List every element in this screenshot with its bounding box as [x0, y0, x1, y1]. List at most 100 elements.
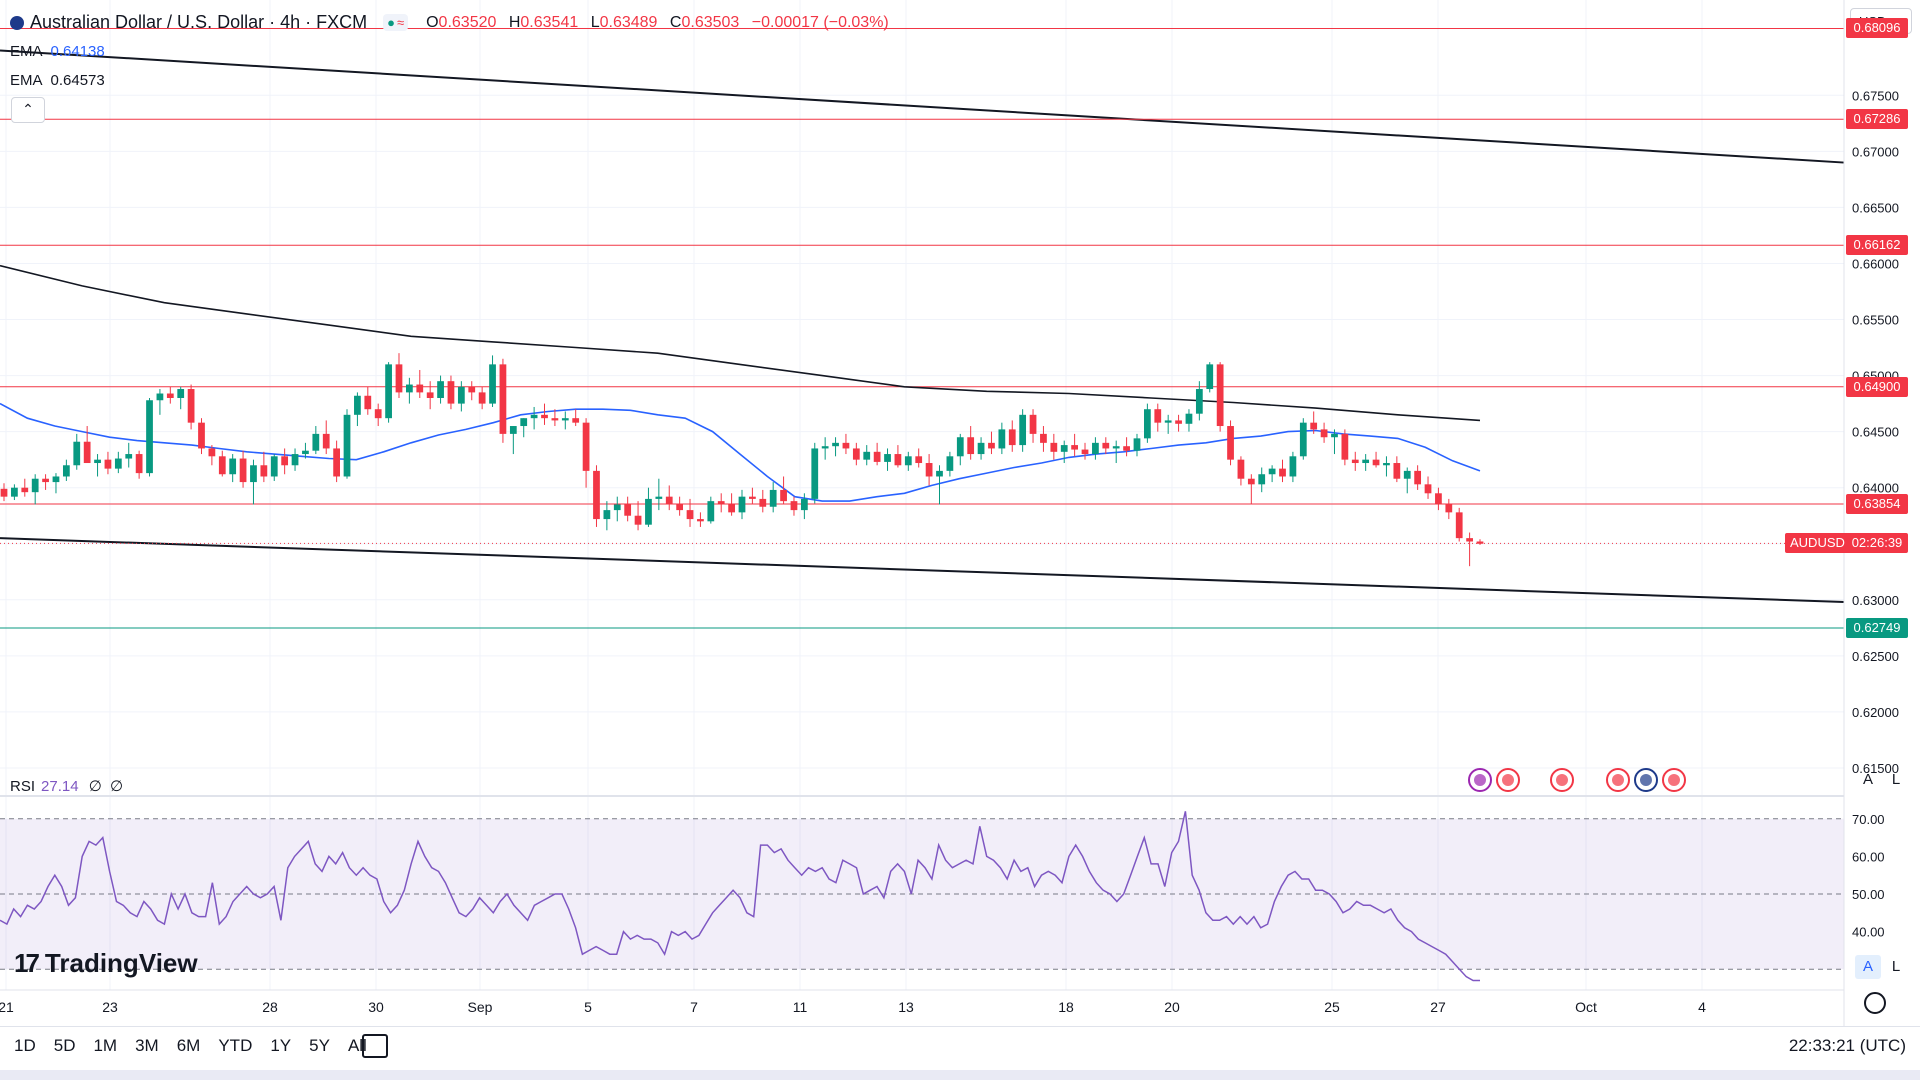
rsi-legend[interactable]: RSI 27.14 ∅ ∅ — [10, 778, 124, 795]
candle-body — [811, 448, 819, 499]
candle-body — [1424, 484, 1432, 494]
utc-clock[interactable]: 22:33:21 (UTC) — [1788, 1036, 1906, 1055]
candle-body — [166, 393, 174, 398]
horizontal-levels — [0, 27, 1844, 629]
candle-body — [946, 456, 954, 471]
event-icons[interactable] — [1468, 768, 1686, 792]
event-flag-icon — [1550, 768, 1574, 792]
auto-scale-button[interactable]: A — [1862, 771, 1873, 788]
ema-legend-2[interactable]: EMA 0.64573 — [10, 72, 105, 89]
candle-body — [302, 450, 309, 455]
tradingview-logo[interactable]: 17 TradingView — [14, 948, 198, 978]
candle-body — [62, 465, 70, 477]
candle-body — [582, 422, 590, 471]
rsi-tick-label: 40.00 — [1852, 925, 1885, 940]
candle-body — [1455, 512, 1463, 539]
time-tick-label: 23 — [102, 999, 118, 1015]
candle-body — [977, 442, 985, 455]
candle-body — [551, 418, 559, 421]
candle-body — [291, 454, 299, 466]
collapse-legend-button[interactable]: ⌃ — [11, 97, 45, 123]
candle-body — [769, 489, 777, 507]
status-pill[interactable]: ● ≈ — [383, 14, 409, 31]
candle-body — [988, 442, 995, 449]
ema-slow-line — [0, 264, 1481, 422]
range-button-5d[interactable]: 5D — [53, 1036, 76, 1055]
candle-body — [665, 496, 673, 505]
range-button-5y[interactable]: 5Y — [309, 1036, 330, 1055]
time-tick-label: 5 — [584, 999, 592, 1015]
ohlc-values: O0.63520 H0.63541 L0.63489 C0.63503 −0.0… — [426, 13, 889, 31]
rsi-tick-label: 50.00 — [1852, 887, 1885, 902]
candle-body — [676, 504, 684, 511]
axis-labels: 0.675000.670000.665000.660000.655000.650… — [0, 88, 1899, 1015]
range-button-6m[interactable]: 6M — [176, 1036, 201, 1055]
candle-body — [717, 501, 725, 505]
candle-body — [156, 393, 164, 401]
candle-body — [1112, 446, 1120, 449]
time-tick-label: 7 — [690, 999, 698, 1015]
trend-channel — [0, 49, 1845, 604]
candle-body — [11, 487, 18, 497]
calendar-icon[interactable] — [362, 1034, 388, 1058]
candle-body — [1133, 438, 1141, 451]
range-button-3m[interactable]: 3M — [135, 1036, 159, 1055]
chart-canvas[interactable]: 0.675000.670000.665000.660000.655000.650… — [0, 0, 1920, 1026]
candle-body — [1414, 470, 1422, 485]
current-price-countdown: 02:26:39 — [1846, 533, 1908, 554]
candle-body — [1299, 422, 1307, 457]
candle-body — [925, 463, 933, 477]
candle-body — [1206, 364, 1214, 390]
range-button-ytd[interactable]: YTD — [218, 1036, 253, 1055]
candle-body — [343, 414, 351, 477]
range-button-1y[interactable]: 1Y — [270, 1036, 292, 1055]
candle-body — [104, 459, 112, 469]
candle-body — [499, 364, 507, 434]
price-tick-label: 0.67500 — [1852, 88, 1899, 103]
candle-body — [416, 384, 424, 393]
candle-body — [374, 409, 382, 419]
candle-body — [1247, 478, 1255, 485]
candle-body — [1092, 442, 1099, 455]
candle-body — [749, 496, 756, 499]
candle-body — [1403, 470, 1411, 479]
candle-body — [738, 496, 746, 513]
price-tick-label: 0.62000 — [1852, 705, 1899, 720]
candle-body — [697, 519, 704, 522]
event-flag-icon — [1468, 768, 1492, 792]
candle-body — [21, 487, 29, 493]
candle-body — [354, 395, 361, 415]
rsi-log-scale-button[interactable]: L — [1891, 958, 1901, 975]
candle-body — [1351, 459, 1359, 464]
candle-body — [1372, 459, 1380, 466]
range-button-1m[interactable]: 1M — [93, 1036, 118, 1055]
candle-body — [1466, 538, 1473, 542]
event-flag-icon — [1662, 768, 1686, 792]
log-scale-button[interactable]: L — [1891, 771, 1901, 788]
candle-body — [1019, 414, 1027, 446]
symbol-tag: AUDUSD — [1785, 533, 1850, 554]
candle-body — [1123, 446, 1130, 451]
candle-body — [489, 364, 496, 404]
symbol-title[interactable]: Australian Dollar / U.S. Dollar · 4h · F… — [30, 12, 368, 32]
candle-body — [998, 429, 1006, 449]
candle-body — [406, 384, 413, 393]
time-tick-label: 11 — [793, 999, 808, 1015]
candle-body — [135, 454, 143, 474]
gear-icon[interactable] — [1864, 992, 1886, 1014]
ema-legend-1[interactable]: EMA 0.64138 — [10, 43, 105, 60]
candle-body — [593, 470, 600, 520]
candle-body — [800, 498, 808, 511]
candle-body — [1175, 420, 1182, 424]
event-flag-icon — [1496, 768, 1520, 792]
candle-body — [385, 364, 392, 419]
time-tick-label: Oct — [1575, 999, 1597, 1015]
time-tick-label: 18 — [1058, 999, 1074, 1015]
candle-body — [1081, 449, 1089, 455]
time-tick-label: Sep — [468, 999, 493, 1015]
price-tick-label: 0.65500 — [1852, 313, 1899, 328]
candle-body — [1060, 445, 1068, 452]
rsi-auto-scale-button[interactable]: A — [1855, 955, 1881, 979]
range-button-1d[interactable]: 1D — [14, 1036, 36, 1055]
candle-body — [364, 395, 372, 410]
